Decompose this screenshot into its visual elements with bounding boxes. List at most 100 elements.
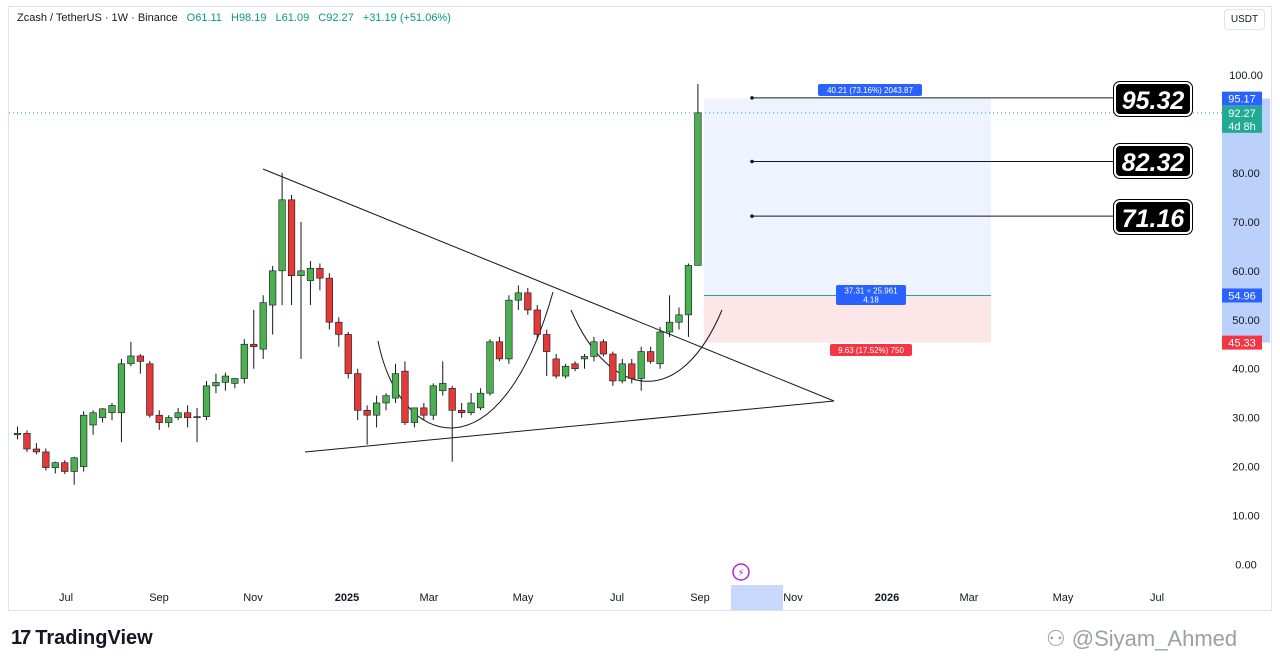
entry-price-tag-bg [1222,288,1262,303]
target-tag-3[interactable]: 71.16 [1114,200,1192,234]
candle-down [184,412,192,418]
candle-down [628,363,636,379]
x-tick-label: Nov [783,592,803,604]
candle-up [240,343,248,379]
symbol-title[interactable]: Zcash / TetherUS · 1W · Binance [17,12,178,24]
x-tick-label: Jul [59,592,73,604]
candle-up [590,341,598,357]
target-tag-1[interactable]: 95.32 [1114,82,1192,116]
candle-down [335,321,343,335]
candle-up [372,402,381,416]
candle-down [524,292,532,311]
candle-up [580,356,589,360]
watermark-text: @Siyam_Ahmed [1071,626,1238,651]
y-tick-label: 80.00 [1232,168,1260,180]
candle-down [42,451,50,468]
candle-up [505,299,513,360]
small-cup-curve [570,309,723,382]
target-price-tag-bg [1222,91,1262,106]
profit-label-text: 40.21 (73.16%) 2043.87 [827,86,913,95]
candle-down [354,373,362,411]
x-tick-label: May [1053,592,1074,604]
candle-up [108,405,116,414]
candle-down [155,414,163,423]
x-tick-label: 2025 [335,592,359,604]
target-tag-2[interactable]: 82.32 [1114,144,1192,178]
close-value: C92.27 [318,12,354,24]
candle-up [165,417,173,423]
candle-up [127,355,135,365]
ratio-label-bg [836,285,906,305]
candle-up [269,270,277,306]
x-tick-label: Jul [1150,592,1164,604]
y-tick-label: 30.00 [1232,413,1260,425]
stop-price-tag-bg [1222,335,1262,350]
candle-down [533,309,541,335]
target-dot-2 [750,159,754,164]
candle-up [306,268,315,281]
x-tick-label: Jul [610,592,624,604]
candle-up [561,365,570,377]
open-value: O61.11 [186,12,222,24]
x-tick-label: Mar [420,592,439,604]
y-tick-label: 40.00 [1232,364,1260,376]
candle-down [316,268,324,279]
ratio-label-text: 37.31 ÷ 25.961 [844,287,898,296]
candle-down [543,334,551,352]
candle-up [89,412,97,426]
lightning-glyph: ⚡ [737,568,744,579]
loss-label-bg [830,344,912,356]
candle-up [221,375,230,383]
time-range-band [731,585,783,610]
stop-price-tag: 45.33 [1228,338,1256,350]
target-dot-3 [750,214,754,218]
countdown-tag: 4d 8h [1228,121,1256,133]
candle-down [571,363,579,369]
currency-button[interactable]: USDT [1224,9,1265,30]
candle-down [32,448,40,453]
candle-up [70,457,78,472]
x-tick-label: May [513,592,534,604]
y-tick-label: 60.00 [1232,266,1260,278]
profit-label-bg [818,84,922,96]
x-tick-label: 2026 [875,592,899,604]
candle-down [495,341,504,360]
target-dot-1 [750,96,754,100]
candle-down [552,358,560,377]
candle-up [297,270,305,276]
candle-down [287,199,296,276]
candle-down [448,387,456,411]
community-icon: ⚇ [1046,626,1066,651]
candle-up [429,385,437,416]
candle-up [439,383,447,392]
chart-header: Zcash / TetherUS · 1W · Binance O61.11 H… [17,12,457,24]
candle-up [51,462,59,468]
candle-down [23,433,31,450]
candle-up [476,392,485,409]
candle-up [665,321,674,333]
author-watermark: ⚇ @Siyam_Ahmed [1046,626,1237,652]
candle-up [684,265,693,316]
candle-up [259,302,267,350]
candle-up [382,395,390,404]
candle-up [98,408,107,418]
tradingview-logo[interactable]: 17 TradingView [11,627,153,650]
high-value: H98.19 [231,12,267,24]
y-tick-label: 70.00 [1232,217,1260,229]
current-price-tag-bg [1222,105,1262,133]
candle-up [486,341,494,394]
candle-down [609,353,617,382]
current-price-tag: 92.27 [1228,108,1256,120]
candle-down [344,334,352,374]
ratio-label-text: 4.18 [863,296,879,305]
tradingview-icon: 17 [11,627,31,649]
candle-up [694,112,702,266]
lower-trendline [304,400,835,453]
x-tick-label: Mar [960,592,979,604]
candle-down [647,351,655,362]
y-tick-label: 50.00 [1232,315,1260,327]
candle-down [599,341,607,355]
candle-up [278,199,286,272]
chart-frame [8,6,1272,611]
